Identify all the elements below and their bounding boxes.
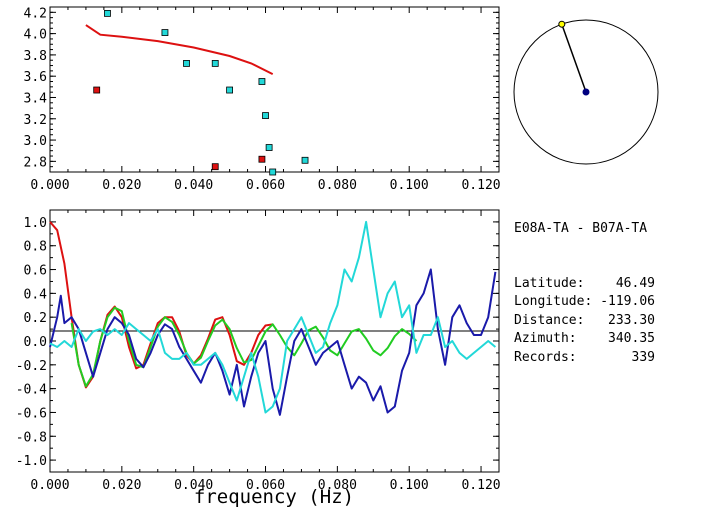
info-row: Records: 339 (514, 349, 655, 367)
info-value: 340.35 (608, 331, 655, 347)
cyan-square-point (269, 168, 277, 176)
x-tick-label: 0.000 (30, 178, 69, 193)
y-tick-label: -0.8 (16, 430, 47, 445)
info-label: Azimuth: (514, 331, 577, 347)
spectrum-series-lines (49, 220, 497, 416)
info-label: Longitude: (514, 294, 593, 310)
x-tick-label: 0.100 (390, 478, 429, 493)
azimuth-ray (561, 23, 587, 93)
y-tick-label: 0.2 (24, 311, 47, 326)
y-tick-label: 3.6 (24, 70, 47, 85)
y-tick-label: 0.6 (24, 264, 47, 279)
x-tick-label: 0.040 (174, 178, 213, 193)
y-tick-label: 0.0 (24, 335, 47, 350)
x-tick-label: 0.120 (461, 178, 500, 193)
red-square-point (258, 155, 266, 163)
x-tick-label: 0.080 (318, 478, 357, 493)
dispersion-data-marks (85, 9, 309, 176)
y-tick-label: -0.2 (16, 359, 47, 374)
dispersion-axis-ticks: 0.000 0.020 0.040 0.060 0.080 0.100 0.120 2.8 3.… (24, 6, 501, 193)
station-marker (558, 20, 566, 28)
y-tick-label: -0.6 (16, 406, 47, 421)
y-tick-label: 3.8 (24, 49, 47, 64)
y-tick-label: 1.0 (24, 216, 47, 231)
x-axis-label: frequency (Hz) (194, 486, 354, 508)
green-series-line (70, 306, 418, 388)
station-info-panel: E08A-TA - B07A-TA Latitude: 46.49 Longitud… (514, 183, 655, 365)
info-label: Records: (514, 349, 577, 365)
y-tick-label: -1.0 (16, 454, 47, 469)
info-row: Longitude: -119.06 (514, 293, 655, 311)
cyan-square-point (226, 86, 234, 94)
model-dispersion-curve (85, 24, 274, 75)
x-tick-label: 0.040 (174, 478, 213, 493)
y-tick-label: 3.0 (24, 134, 47, 149)
cyan-square-point (211, 60, 219, 67)
cyan-square-point (183, 60, 190, 67)
info-label: Distance: (514, 312, 585, 328)
y-tick-label: -0.4 (16, 383, 47, 398)
info-value: 46.49 (615, 276, 655, 292)
x-tick-label: 0.100 (390, 178, 429, 193)
azimuth-circle (513, 19, 659, 165)
info-value: 233.30 (608, 312, 655, 328)
x-tick-label: 0.000 (30, 478, 69, 493)
dispersion-plot-frame (49, 6, 500, 173)
cyan-square-point (265, 144, 273, 151)
azimuth-polar-plot (513, 19, 659, 165)
x-tick-label: 0.060 (246, 178, 285, 193)
station-pair-title: E08A-TA - B07A-TA (514, 220, 648, 236)
y-tick-label: 3.4 (24, 91, 48, 106)
y-tick-label: 2.8 (24, 155, 47, 170)
y-tick-label: 0.8 (24, 240, 47, 255)
x-tick-label: 0.020 (102, 478, 141, 493)
y-tick-label: 4.2 (24, 6, 47, 21)
info-label: Latitude: (514, 276, 585, 292)
info-row: Latitude: 46.49 (514, 275, 655, 293)
y-tick-label: 0.4 (24, 287, 48, 302)
dispersion-panel: 0.000 0.020 0.040 0.060 0.080 0.100 0.120 2.8 3.… (24, 6, 501, 193)
y-tick-label: 4.0 (24, 28, 47, 43)
info-value: -119.06 (600, 294, 655, 310)
red-square-point (211, 163, 219, 171)
cyan-series-line (49, 220, 497, 414)
info-value: 339 (631, 349, 655, 365)
cyan-square-point (104, 9, 111, 17)
blue-series-line (49, 268, 497, 416)
x-tick-label: 0.060 (246, 478, 285, 493)
x-tick-label: 0.120 (461, 478, 500, 493)
info-row: Distance: 233.30 (514, 312, 655, 330)
red-square-point (93, 86, 101, 94)
cyan-square-point (301, 156, 309, 164)
y-tick-label: 3.2 (24, 113, 47, 128)
x-tick-label: 0.020 (102, 178, 141, 193)
center-marker (582, 88, 590, 96)
spectrum-panel: 0.000 0.020 0.040 0.060 0.080 0.100 0.120 1.0 0.… (16, 209, 501, 508)
x-tick-label: 0.080 (318, 178, 357, 193)
station-info-rows: Latitude: 46.49 Longitude: -119.06 Distance:… (514, 275, 655, 365)
cyan-square-point (262, 112, 269, 119)
cyan-square-point (258, 78, 266, 85)
info-row: Azimuth: 340.35 (514, 330, 655, 348)
spectrum-plot-frame (49, 209, 500, 473)
cyan-square-point (161, 29, 169, 36)
